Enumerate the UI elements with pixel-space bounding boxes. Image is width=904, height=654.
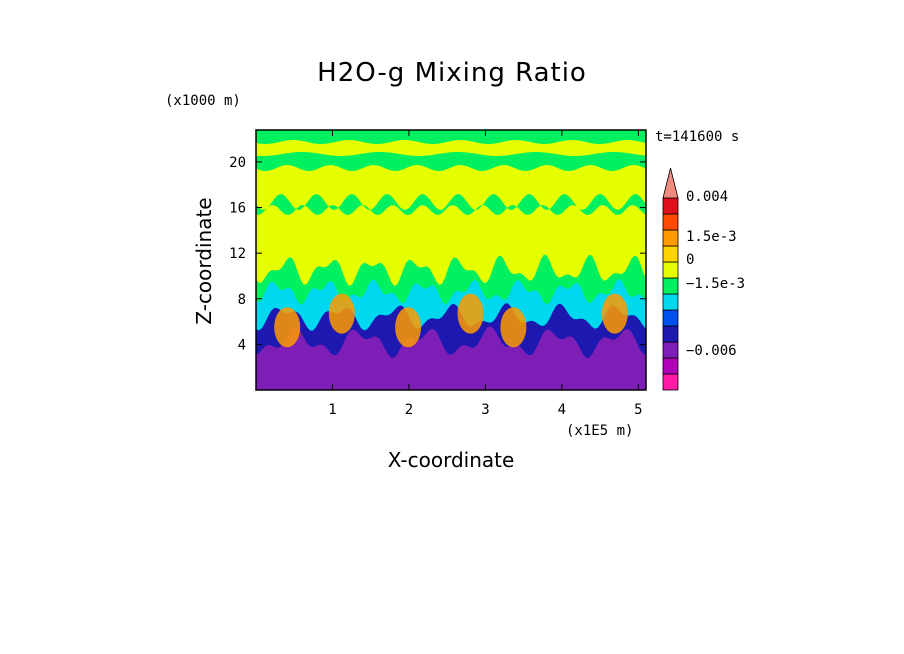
colorbar-swatch <box>662 197 679 215</box>
y-axis: 4 8 12 16 20 <box>229 155 646 353</box>
colorbar-swatch <box>662 357 679 375</box>
plot-frame <box>255 129 647 391</box>
x-axis-label: X-coordinate <box>387 448 515 472</box>
colorbar-arrow <box>662 167 679 199</box>
z-axis-unit: (x1000 m) <box>165 93 241 109</box>
x-tick-label: 4 <box>558 402 566 418</box>
colorbar-swatch <box>662 261 679 279</box>
colorbar-swatch <box>662 341 679 359</box>
colorbar-label: 1.5e-3 <box>686 229 737 245</box>
colorbar-swatch <box>662 309 679 327</box>
orange-plume <box>328 293 355 334</box>
colorbar-swatch <box>662 277 679 295</box>
colorbar-swatch <box>662 245 679 263</box>
x-axis: 1 2 3 4 5 <box>328 130 643 418</box>
time-label: t=141600 s <box>655 129 740 145</box>
orange-plume <box>274 307 301 348</box>
field-contours <box>256 130 646 390</box>
orange-plume <box>457 293 484 334</box>
y-tick-label: 20 <box>229 155 246 171</box>
colorbar-swatch <box>662 229 679 247</box>
colorbar-swatch <box>662 325 679 343</box>
orange-plume <box>500 307 527 348</box>
layer-upper_green <box>256 130 646 144</box>
x-tick-label: 5 <box>634 402 642 418</box>
colorbar-label: 0 <box>686 252 694 268</box>
colorbar-label: −1.5e-3 <box>686 276 745 292</box>
y-tick-label: 8 <box>238 292 246 308</box>
orange-plume <box>395 307 422 348</box>
x-tick-label: 2 <box>405 402 413 418</box>
layer-upper_green <box>256 152 646 171</box>
y-tick-label: 16 <box>229 201 246 217</box>
layer-upper_green <box>256 194 646 215</box>
layer-lower_layer <box>256 326 646 390</box>
x-tick-label: 3 <box>481 402 489 418</box>
orange-plume <box>601 293 628 334</box>
colorbar-swatch <box>662 373 679 391</box>
colorbar: 0.004 1.5e-3 0 −1.5e-3 −0.006 <box>662 167 745 391</box>
x-axis-unit: (x1E5 m) <box>566 423 634 439</box>
y-tick-label: 12 <box>229 246 246 262</box>
chart-title: H2O-g Mixing Ratio <box>317 58 587 88</box>
y-tick-label: 4 <box>238 337 246 353</box>
colorbar-label: −0.006 <box>686 343 737 359</box>
x-tick-label: 1 <box>328 402 336 418</box>
colorbar-swatch <box>662 293 679 311</box>
colorbar-label: 0.004 <box>686 189 728 205</box>
colorbar-swatch <box>662 213 679 231</box>
